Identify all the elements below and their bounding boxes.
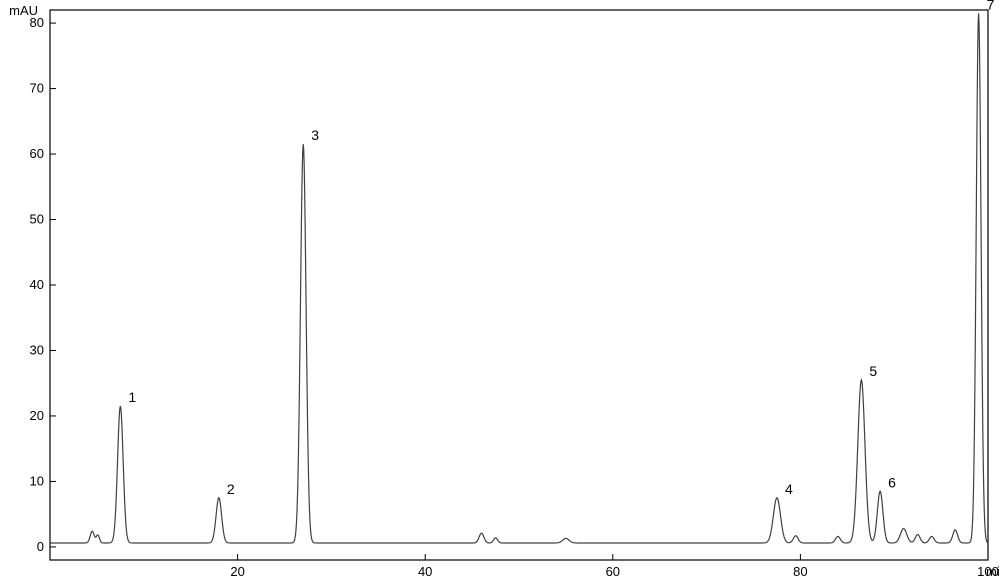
y-tick-label: 40: [30, 277, 44, 292]
peak-label-2: 2: [227, 481, 235, 497]
peak-label-6: 6: [888, 474, 896, 490]
chart-svg: 0102030405060708020406080100mAUmin123456…: [0, 0, 1000, 581]
x-axis-label: min: [986, 564, 1000, 579]
y-tick-label: 30: [30, 342, 44, 357]
y-tick-label: 70: [30, 81, 44, 96]
y-tick-label: 60: [30, 146, 44, 161]
peak-label-4: 4: [785, 481, 793, 497]
y-tick-label: 20: [30, 408, 44, 423]
x-tick-label: 20: [230, 564, 244, 579]
x-tick-label: 60: [606, 564, 620, 579]
y-axis-label: mAU: [9, 3, 38, 18]
y-tick-label: 0: [37, 539, 44, 554]
peak-label-5: 5: [869, 363, 877, 379]
peak-label-7: 7: [987, 0, 995, 12]
y-tick-label: 50: [30, 212, 44, 227]
x-tick-label: 40: [418, 564, 432, 579]
peak-label-3: 3: [311, 127, 319, 143]
x-tick-label: 80: [793, 564, 807, 579]
chromatogram-chart: 0102030405060708020406080100mAUmin123456…: [0, 0, 1000, 581]
y-tick-label: 10: [30, 473, 44, 488]
peak-label-1: 1: [128, 389, 136, 405]
